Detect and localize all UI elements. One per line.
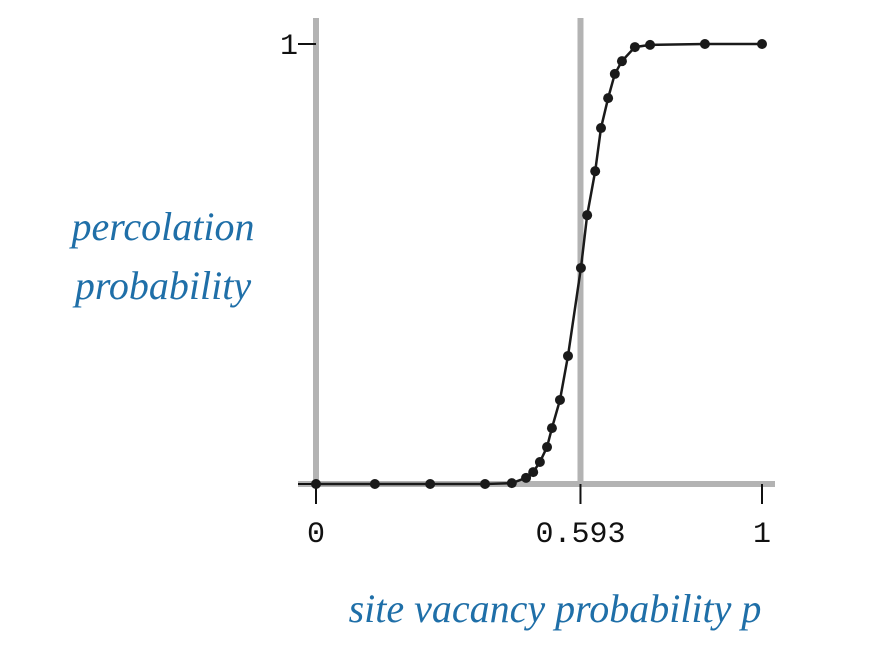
data-point bbox=[603, 93, 614, 104]
x-tick-label: 0 bbox=[307, 518, 325, 552]
data-point bbox=[757, 39, 767, 49]
data-point bbox=[542, 442, 553, 453]
data-point bbox=[629, 42, 640, 53]
data-point bbox=[521, 472, 532, 483]
data-point bbox=[645, 39, 656, 50]
data-point bbox=[425, 479, 436, 489]
data-point bbox=[616, 56, 627, 67]
data-point bbox=[562, 350, 573, 361]
data-point bbox=[590, 166, 601, 177]
data-point bbox=[595, 123, 606, 134]
data-point bbox=[699, 39, 710, 49]
y-axis-label: percolation bbox=[69, 204, 255, 249]
x-tick-label: 0.593 bbox=[535, 518, 625, 552]
data-point bbox=[575, 262, 586, 273]
data-point bbox=[554, 394, 565, 405]
data-point bbox=[506, 478, 517, 489]
y-tick-label: 1 bbox=[280, 30, 298, 64]
x-tick-label: 1 bbox=[753, 518, 771, 552]
data-point bbox=[609, 68, 620, 79]
data-point bbox=[582, 210, 593, 221]
data-point bbox=[534, 457, 545, 467]
data-point bbox=[546, 423, 557, 434]
data-line bbox=[316, 42, 762, 486]
y-axis-label: probability bbox=[72, 263, 252, 308]
data-point bbox=[528, 467, 539, 478]
x-axis-label: site vacancy probability p bbox=[349, 586, 762, 631]
data-point bbox=[480, 479, 491, 489]
data-point bbox=[369, 479, 380, 489]
data-point bbox=[311, 479, 321, 489]
